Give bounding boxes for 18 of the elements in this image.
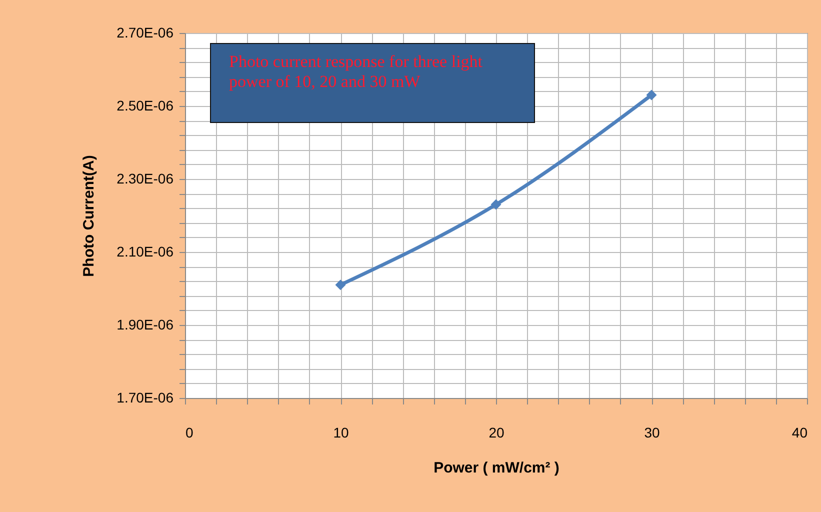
point [490,199,502,210]
x-tick-label: 20 [488,424,504,440]
y-tick-label: 2.30E-06 [116,170,174,186]
y-tick-label: 2.70E-06 [116,24,174,40]
x-tick-label: 30 [644,424,660,440]
x-tick-label: 0 [186,424,194,440]
x-tick-label: 40 [792,424,808,440]
x-tick-label: 10 [333,424,349,440]
x-axis-title: Power ( mW/cm² ) [434,460,560,476]
annotation: Photo current response for three light power of 10, 20 and 30 mW [229,52,484,92]
point [335,280,346,290]
note-box: Photo current response for three light power of 10, 20 and 30 mW [210,43,535,123]
y-tick-label: 1.70E-06 [116,390,174,406]
y-tick-label: 1.90E-06 [116,316,174,332]
y-tick-label: 2.10E-06 [116,244,174,260]
y-axis-title: Photo Current(A) [80,155,98,277]
y-tick-label: 2.50E-06 [116,98,174,114]
point [646,90,657,100]
